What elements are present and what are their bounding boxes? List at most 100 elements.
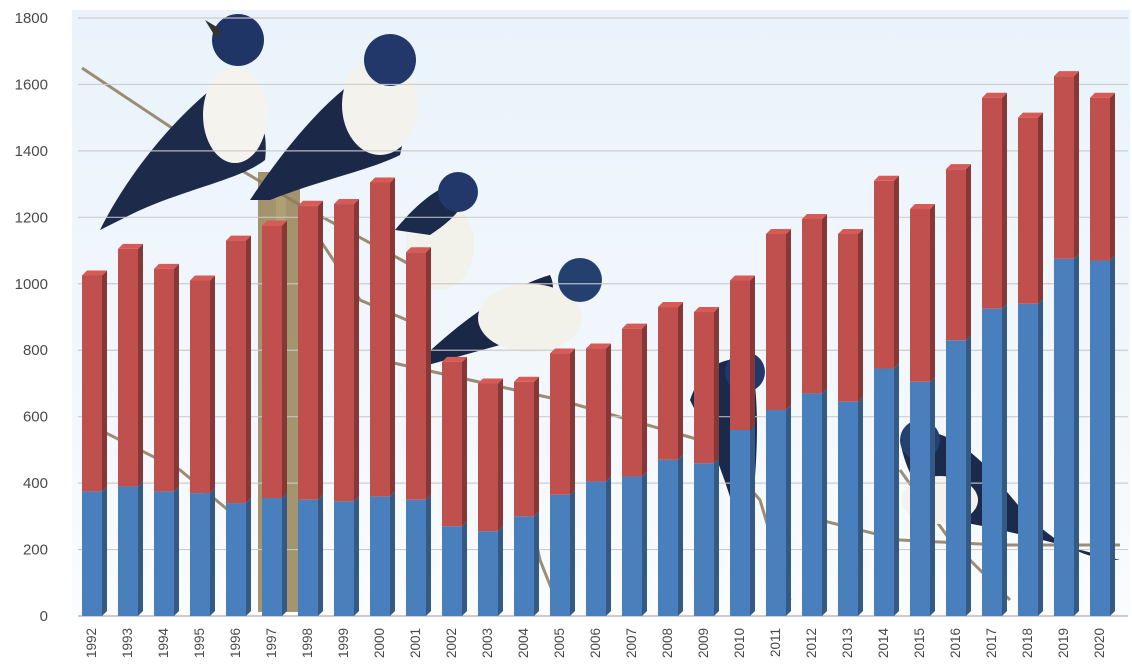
- x-tick-label: 2005: [552, 628, 567, 658]
- bar-1993-segment-1: [118, 481, 143, 616]
- x-tick-label: 2008: [660, 628, 675, 658]
- bar-2005-segment-2: [550, 348, 575, 495]
- bar-1998-segment-1: [298, 494, 323, 616]
- bar-1998-segment-2: [298, 200, 323, 500]
- bar-2016-segment-1: [946, 335, 971, 616]
- y-tick-label: 1400: [15, 143, 48, 160]
- bar-1999-segment-1: [334, 496, 359, 616]
- bar-2010-segment-2: [730, 275, 755, 430]
- bar-2002-segment-1: [442, 521, 467, 616]
- bar-2000-segment-1: [370, 491, 395, 616]
- x-tick-label: 1997: [264, 628, 279, 658]
- bar-2004-segment-2: [514, 376, 539, 517]
- bar-2001-segment-2: [406, 247, 431, 500]
- bar-2009-segment-2: [694, 307, 719, 464]
- x-tick-label: 2019: [1056, 628, 1071, 658]
- bar-2018-segment-1: [1018, 298, 1043, 616]
- y-tick-label: 1000: [15, 276, 48, 293]
- x-tick-label: 1999: [336, 628, 351, 658]
- bar-2011-segment-2: [766, 228, 791, 411]
- x-tick-label: 2010: [732, 628, 747, 658]
- x-tick-label: 2004: [516, 628, 531, 659]
- swallow-1: [100, 14, 267, 230]
- bar-1995-segment-1: [190, 488, 215, 616]
- bar-2013-segment-1: [838, 396, 863, 616]
- y-axis: 0 200 400 600 800 1000 1200 1400 1600 1800: [15, 10, 48, 625]
- x-tick-label: 2002: [444, 628, 459, 658]
- x-tick-label: 2016: [948, 628, 963, 658]
- x-tick-label: 2007: [624, 628, 639, 658]
- y-tick-label: 400: [23, 475, 48, 492]
- y-tick-label: 600: [23, 409, 48, 426]
- x-tick-label: 1998: [300, 628, 315, 658]
- x-tick-label: 2006: [588, 628, 603, 658]
- x-tick-label: 1992: [84, 628, 99, 658]
- bar-2008-segment-1: [658, 454, 683, 616]
- x-tick-label: 2009: [696, 628, 711, 658]
- x-tick-label: 2001: [408, 628, 423, 658]
- bar-2006-segment-1: [586, 476, 611, 616]
- bar-2011-segment-1: [766, 405, 791, 616]
- bar-1997-segment-1: [262, 493, 287, 616]
- swallow-4: [410, 258, 602, 370]
- bar-2013-segment-2: [838, 228, 863, 402]
- bar-2007-segment-1: [622, 471, 647, 616]
- bar-2020-segment-2: [1090, 92, 1115, 261]
- y-tick-label: 1800: [15, 10, 48, 27]
- bar-2001-segment-1: [406, 494, 431, 616]
- x-axis: 1992 1993 1994 1995 1996 1997 1998 1999 2000 2001…: [84, 628, 1107, 659]
- x-tick-label: 2003: [480, 628, 495, 658]
- bar-2007-segment-2: [622, 323, 647, 477]
- bar-2019-segment-2: [1054, 71, 1079, 259]
- bar-2012-segment-1: [802, 388, 827, 616]
- bar-2018-segment-2: [1018, 112, 1043, 304]
- bar-1997-segment-2: [262, 220, 287, 499]
- bar-2017-segment-1: [982, 303, 1007, 616]
- bar-1992-segment-1: [82, 486, 107, 616]
- bar-2006-segment-2: [586, 343, 611, 482]
- bar-2014-segment-2: [874, 175, 899, 369]
- x-tick-label: 2017: [984, 628, 999, 658]
- x-tick-label: 2014: [876, 628, 891, 659]
- x-tick-label: 2011: [768, 628, 783, 657]
- y-tick-label: 1600: [15, 76, 48, 93]
- bar-2015-segment-1: [910, 376, 935, 616]
- bar-1999-segment-2: [334, 199, 359, 502]
- bar-2019-segment-1: [1054, 253, 1079, 616]
- bar-2020-segment-1: [1090, 255, 1115, 616]
- x-tick-label: 1996: [228, 628, 243, 658]
- bar-1996-segment-2: [226, 235, 251, 504]
- bar-2003-segment-2: [478, 378, 503, 532]
- x-tick-label: 2013: [840, 628, 855, 658]
- y-tick-label: 0: [40, 608, 48, 625]
- bar-2008-segment-2: [658, 302, 683, 460]
- bar-1993-segment-2: [118, 243, 143, 487]
- x-tick-label: 2012: [804, 628, 819, 658]
- y-tick-label: 1200: [15, 209, 48, 226]
- x-tick-label: 2018: [1020, 628, 1035, 658]
- bar-2014-segment-1: [874, 363, 899, 616]
- bars: [82, 71, 1115, 616]
- swallow-2: [250, 34, 418, 200]
- y-tick-label: 800: [23, 342, 48, 359]
- bar-2002-segment-2: [442, 356, 467, 527]
- bar-2000-segment-2: [370, 177, 395, 497]
- bar-2012-segment-2: [802, 213, 827, 394]
- bar-2016-segment-2: [946, 164, 971, 341]
- x-tick-label: 2000: [372, 628, 387, 658]
- bar-2005-segment-1: [550, 489, 575, 616]
- bar-1994-segment-2: [154, 263, 179, 492]
- x-tick-label: 1995: [192, 628, 207, 658]
- bar-2017-segment-2: [982, 92, 1007, 309]
- bar-2010-segment-1: [730, 424, 755, 616]
- x-tick-label: 2015: [912, 628, 927, 658]
- bar-2009-segment-1: [694, 458, 719, 616]
- bar-1992-segment-2: [82, 270, 107, 492]
- bar-1996-segment-1: [226, 498, 251, 616]
- x-tick-label: 1994: [156, 628, 171, 659]
- x-tick-label: 1993: [120, 628, 135, 658]
- bar-2015-segment-2: [910, 204, 935, 382]
- bar-2003-segment-1: [478, 526, 503, 616]
- y-tick-label: 200: [23, 542, 48, 559]
